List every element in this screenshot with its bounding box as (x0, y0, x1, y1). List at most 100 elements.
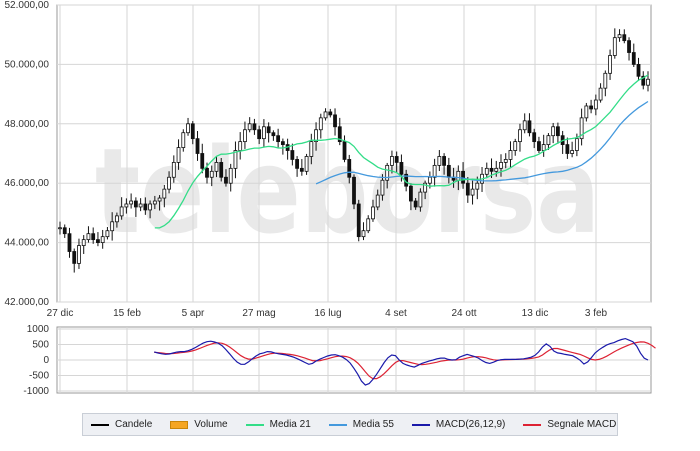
x-tick-label: 16 lug (314, 308, 341, 319)
legend: Candele Volume Media 21 Media 55 MACD(26… (82, 413, 618, 436)
legend-item-candele[interactable]: Candele (91, 419, 152, 430)
x-tick-label: 3 feb (585, 308, 608, 319)
candle-body (333, 114, 337, 128)
legend-label-macd: MACD(26,12,9) (435, 419, 506, 430)
candle-body (228, 167, 233, 184)
candle-body (375, 194, 380, 208)
candle-body (394, 156, 399, 163)
candle-body (62, 227, 67, 235)
candle-body (314, 129, 318, 143)
candle-body (494, 167, 499, 172)
candles-group (58, 28, 650, 273)
price-y-tick-label: 48.000,00 (5, 119, 50, 130)
candle-body (565, 144, 570, 154)
price-y-tick-label: 42.000,00 (5, 297, 50, 308)
watermark-logo: teleborsa (95, 122, 600, 260)
candle-body (133, 200, 138, 208)
macd-swatch (411, 423, 430, 426)
candle-body (162, 188, 167, 199)
x-tick-label: 4 set (385, 308, 407, 319)
candle-body (352, 176, 356, 205)
candle-body (489, 167, 494, 172)
candle-body (390, 156, 394, 166)
x-tick-label: 13 dic (522, 308, 549, 319)
price-y-tick-label: 44.000,00 (5, 238, 50, 249)
candle-body (318, 117, 323, 131)
candle-body (532, 132, 537, 143)
volume-swatch (170, 420, 189, 429)
candle-body (152, 200, 157, 205)
candle-body (380, 179, 385, 196)
x-tick-label: 24 ott (451, 308, 476, 319)
candle-body (295, 159, 299, 169)
candle-body (304, 156, 309, 172)
candle-body (143, 203, 148, 211)
candle-body (570, 150, 575, 154)
candle-body (77, 245, 81, 264)
candle-body (190, 123, 195, 140)
x-tick-label: 27 dic (47, 308, 74, 319)
candle-body (574, 138, 579, 151)
candle-body (337, 126, 342, 143)
candle-body (385, 164, 390, 181)
candle-body (423, 182, 428, 193)
macd-y-tick-label: 0 (43, 355, 49, 366)
candle-body (262, 126, 266, 140)
candele-swatch (91, 423, 109, 426)
candle-body (522, 120, 527, 131)
candle-body (347, 159, 352, 178)
candle-body (508, 150, 513, 160)
candle-body (617, 34, 622, 39)
candle-body (67, 233, 72, 252)
legend-item-segnale-macd[interactable]: Segnale MACD (523, 419, 616, 430)
candle-body (323, 111, 328, 119)
candle-body (342, 141, 347, 160)
candle-body (465, 182, 470, 196)
candle-body (148, 203, 152, 211)
candle-body (484, 167, 489, 175)
legend-label-media-55: Media 55 (352, 419, 394, 430)
candle-body (219, 162, 224, 178)
legend-item-media-21[interactable]: Media 21 (245, 419, 311, 430)
candle-body (271, 132, 276, 137)
candle-body (195, 138, 200, 154)
candle-body (584, 105, 589, 119)
legend-item-macd[interactable]: MACD(26,12,9) (411, 419, 506, 430)
candle-body (579, 117, 584, 140)
candle-body (280, 141, 285, 145)
candle-body (527, 120, 532, 134)
candle-body (641, 75, 646, 86)
candle-body (257, 129, 262, 140)
candle-body (224, 176, 228, 184)
candle-body (176, 147, 181, 163)
candle-body (129, 200, 134, 205)
legend-label-media-21: Media 21 (269, 419, 311, 430)
segnale-macd-line (154, 341, 656, 380)
legend-item-media-55[interactable]: Media 55 (328, 419, 394, 430)
legend-item-volume[interactable]: Volume (170, 419, 228, 430)
candle-body (470, 188, 475, 196)
candle-body (157, 197, 162, 202)
candle-body (446, 164, 451, 178)
candle-body (243, 129, 247, 143)
candle-body (110, 221, 115, 232)
candle-body (513, 141, 518, 151)
price-y-tick-label: 52.000,00 (5, 0, 50, 11)
candle-body (409, 185, 413, 202)
candle-body (91, 233, 96, 241)
candle-body (115, 215, 119, 223)
candle-body (100, 236, 105, 244)
candle-body (456, 170, 461, 181)
candle-body (598, 87, 603, 101)
candle-body (546, 135, 551, 145)
legend-label-segnale-macd: Segnale MACD (547, 419, 617, 430)
candle-body (290, 150, 295, 160)
candle-body (266, 126, 271, 134)
macd-y-tick-label: -1000 (23, 386, 49, 397)
candle-body (461, 170, 465, 184)
candle-body (608, 55, 612, 74)
candle-body (442, 156, 446, 166)
candle-body (105, 230, 110, 238)
candle-body (167, 176, 171, 190)
candle-body (124, 203, 129, 208)
